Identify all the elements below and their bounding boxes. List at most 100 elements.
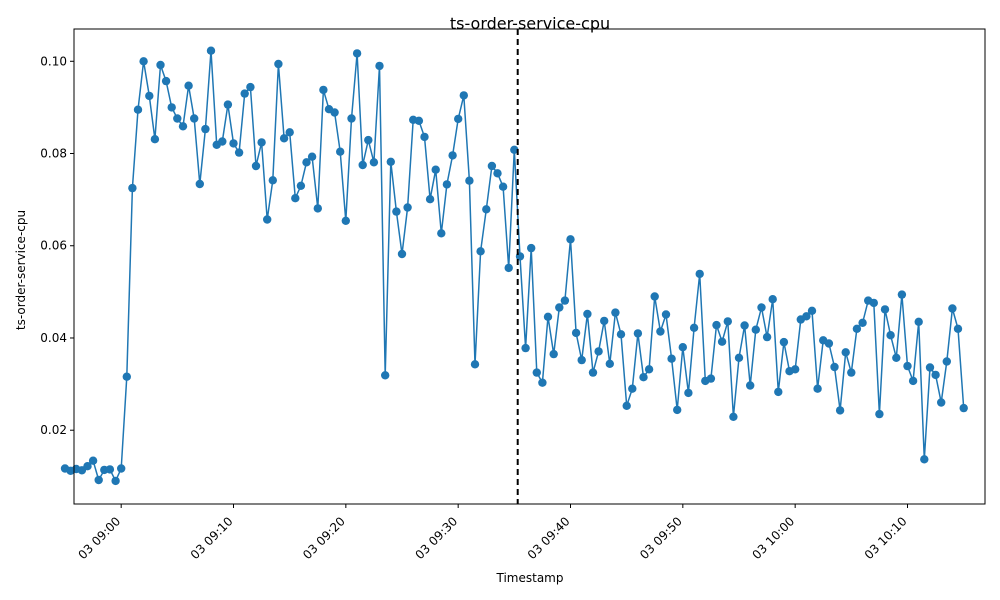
data-point: [105, 465, 115, 474]
data-point: [622, 401, 631, 410]
data-point: [291, 194, 300, 203]
data-point: [571, 328, 581, 338]
data-point: [600, 316, 609, 326]
plot-area: [60, 29, 968, 504]
data-point: [712, 320, 721, 330]
data-point: [240, 89, 249, 98]
data-point: [257, 138, 266, 147]
data-point: [392, 207, 401, 216]
data-point: [145, 91, 154, 101]
data-point: [251, 161, 261, 171]
data-point: [768, 295, 777, 304]
data-point: [616, 330, 626, 339]
data-point: [527, 243, 536, 253]
data-point: [448, 151, 457, 160]
data-point: [223, 100, 233, 109]
data-point: [628, 384, 637, 393]
data-point: [532, 368, 541, 377]
data-point: [229, 139, 238, 148]
data-point: [802, 312, 811, 321]
data-point: [667, 354, 676, 363]
data-point: [122, 372, 131, 381]
data-point: [830, 362, 839, 372]
y-tick-label: 0.04: [40, 331, 67, 345]
x-axis: 03 09:00 03 09:10 03 09:20 03 09:30 03 09:40…: [75, 504, 910, 562]
data-point: [734, 353, 744, 362]
data-point: [437, 229, 446, 238]
data-point: [397, 249, 407, 259]
data-point: [285, 128, 294, 137]
data-point: [678, 343, 687, 352]
data-point: [875, 409, 884, 419]
y-tick-label: 0.08: [40, 147, 67, 161]
data-point: [296, 181, 306, 190]
data-point: [549, 349, 558, 359]
x-tick-label: 03 09:50: [637, 514, 685, 562]
data-point: [341, 216, 350, 225]
data-point: [218, 137, 227, 146]
x-tick-label: 03 09:10: [188, 514, 236, 562]
x-axis-title: Timestamp: [496, 571, 564, 585]
data-point: [274, 59, 283, 69]
data-point: [173, 114, 182, 123]
data-point: [201, 124, 210, 134]
data-point: [942, 357, 951, 366]
data-point: [493, 169, 502, 178]
data-point: [459, 91, 468, 100]
data-point: [521, 343, 530, 353]
data-point: [111, 476, 120, 486]
y-axis-title: ts-order-service-cpu: [14, 210, 28, 330]
data-point: [925, 363, 935, 372]
x-tick-label: 03 10:00: [749, 514, 797, 562]
data-point: [504, 263, 513, 273]
data-point: [206, 46, 216, 55]
data-point: [156, 60, 165, 70]
data-point: [234, 148, 244, 157]
data-point: [824, 339, 834, 348]
data-point: [869, 298, 878, 308]
data-point: [347, 114, 356, 123]
data-point: [903, 361, 912, 371]
data-point: [695, 269, 704, 279]
data-point: [425, 195, 435, 204]
data-point: [639, 373, 648, 382]
y-tick-label: 0.02: [40, 423, 67, 437]
data-point: [684, 388, 693, 398]
data-point: [510, 145, 519, 154]
data-point: [953, 324, 963, 333]
chart-title: ts-order-service-cpu: [450, 14, 610, 33]
plot-frame: [73, 28, 986, 505]
y-axis: 0.02 0.04 0.06 0.08 0.10: [40, 54, 74, 437]
data-point: [442, 180, 452, 189]
data-point: [538, 378, 547, 387]
data-point: [880, 305, 890, 314]
data-point: [650, 292, 659, 301]
data-point: [476, 247, 485, 256]
data-point: [729, 412, 738, 421]
data-point: [431, 165, 440, 174]
data-point: [307, 152, 317, 161]
data-point: [689, 323, 699, 332]
data-point: [644, 365, 654, 374]
data-point: [633, 329, 643, 338]
data-point: [886, 331, 895, 340]
data-point: [959, 403, 968, 413]
data-point: [150, 135, 160, 144]
series-line: [64, 50, 965, 483]
data-point: [330, 108, 339, 117]
data-point: [847, 368, 856, 377]
data-point: [302, 158, 311, 167]
data-point: [487, 161, 497, 171]
data-point: [762, 332, 772, 342]
data-point: [920, 455, 929, 464]
data-point: [717, 337, 727, 346]
data-point: [83, 462, 92, 471]
data-point: [117, 464, 126, 473]
data-point: [139, 57, 148, 66]
data-point: [858, 318, 867, 327]
data-point: [948, 304, 957, 313]
x-tick-label: 03 09:20: [300, 514, 348, 562]
data-point: [313, 204, 322, 213]
data-point: [908, 376, 918, 386]
data-point: [779, 337, 789, 347]
